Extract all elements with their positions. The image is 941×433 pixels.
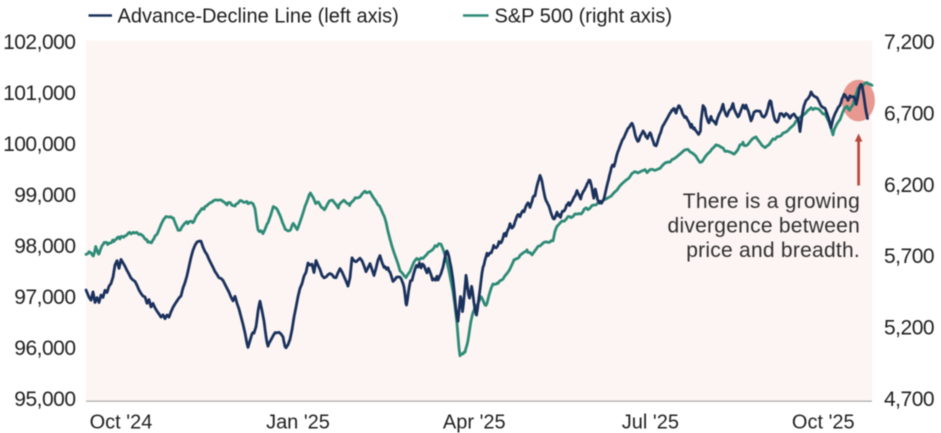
svg-text:S&P 500 (right axis): S&P 500 (right axis) xyxy=(495,6,673,28)
svg-text:Advance-Decline Line (left axi: Advance-Decline Line (left axis) xyxy=(118,6,399,28)
svg-text:Oct '24: Oct '24 xyxy=(90,412,153,433)
svg-text:price and breadth.: price and breadth. xyxy=(686,239,860,262)
svg-text:99,000: 99,000 xyxy=(14,184,75,207)
svg-text:97,000: 97,000 xyxy=(14,286,75,309)
svg-text:Oct '25: Oct '25 xyxy=(792,412,855,433)
svg-text:divergence between: divergence between xyxy=(668,215,860,238)
svg-text:4,700: 4,700 xyxy=(884,388,934,411)
svg-text:7,200: 7,200 xyxy=(884,31,934,54)
svg-text:5,200: 5,200 xyxy=(884,317,934,340)
svg-text:6,200: 6,200 xyxy=(884,174,934,197)
svg-text:95,000: 95,000 xyxy=(14,388,75,411)
svg-text:Jan '25: Jan '25 xyxy=(266,412,330,433)
svg-text:Jul '25: Jul '25 xyxy=(622,412,679,433)
svg-text:101,000: 101,000 xyxy=(3,82,75,105)
svg-text:5,700: 5,700 xyxy=(884,245,934,268)
svg-text:102,000: 102,000 xyxy=(3,31,75,54)
svg-text:There is a growing: There is a growing xyxy=(683,190,860,213)
svg-text:100,000: 100,000 xyxy=(3,133,75,156)
svg-text:6,700: 6,700 xyxy=(884,102,934,125)
svg-text:98,000: 98,000 xyxy=(14,235,75,258)
svg-text:Apr '25: Apr '25 xyxy=(443,412,506,433)
svg-text:96,000: 96,000 xyxy=(14,337,75,360)
